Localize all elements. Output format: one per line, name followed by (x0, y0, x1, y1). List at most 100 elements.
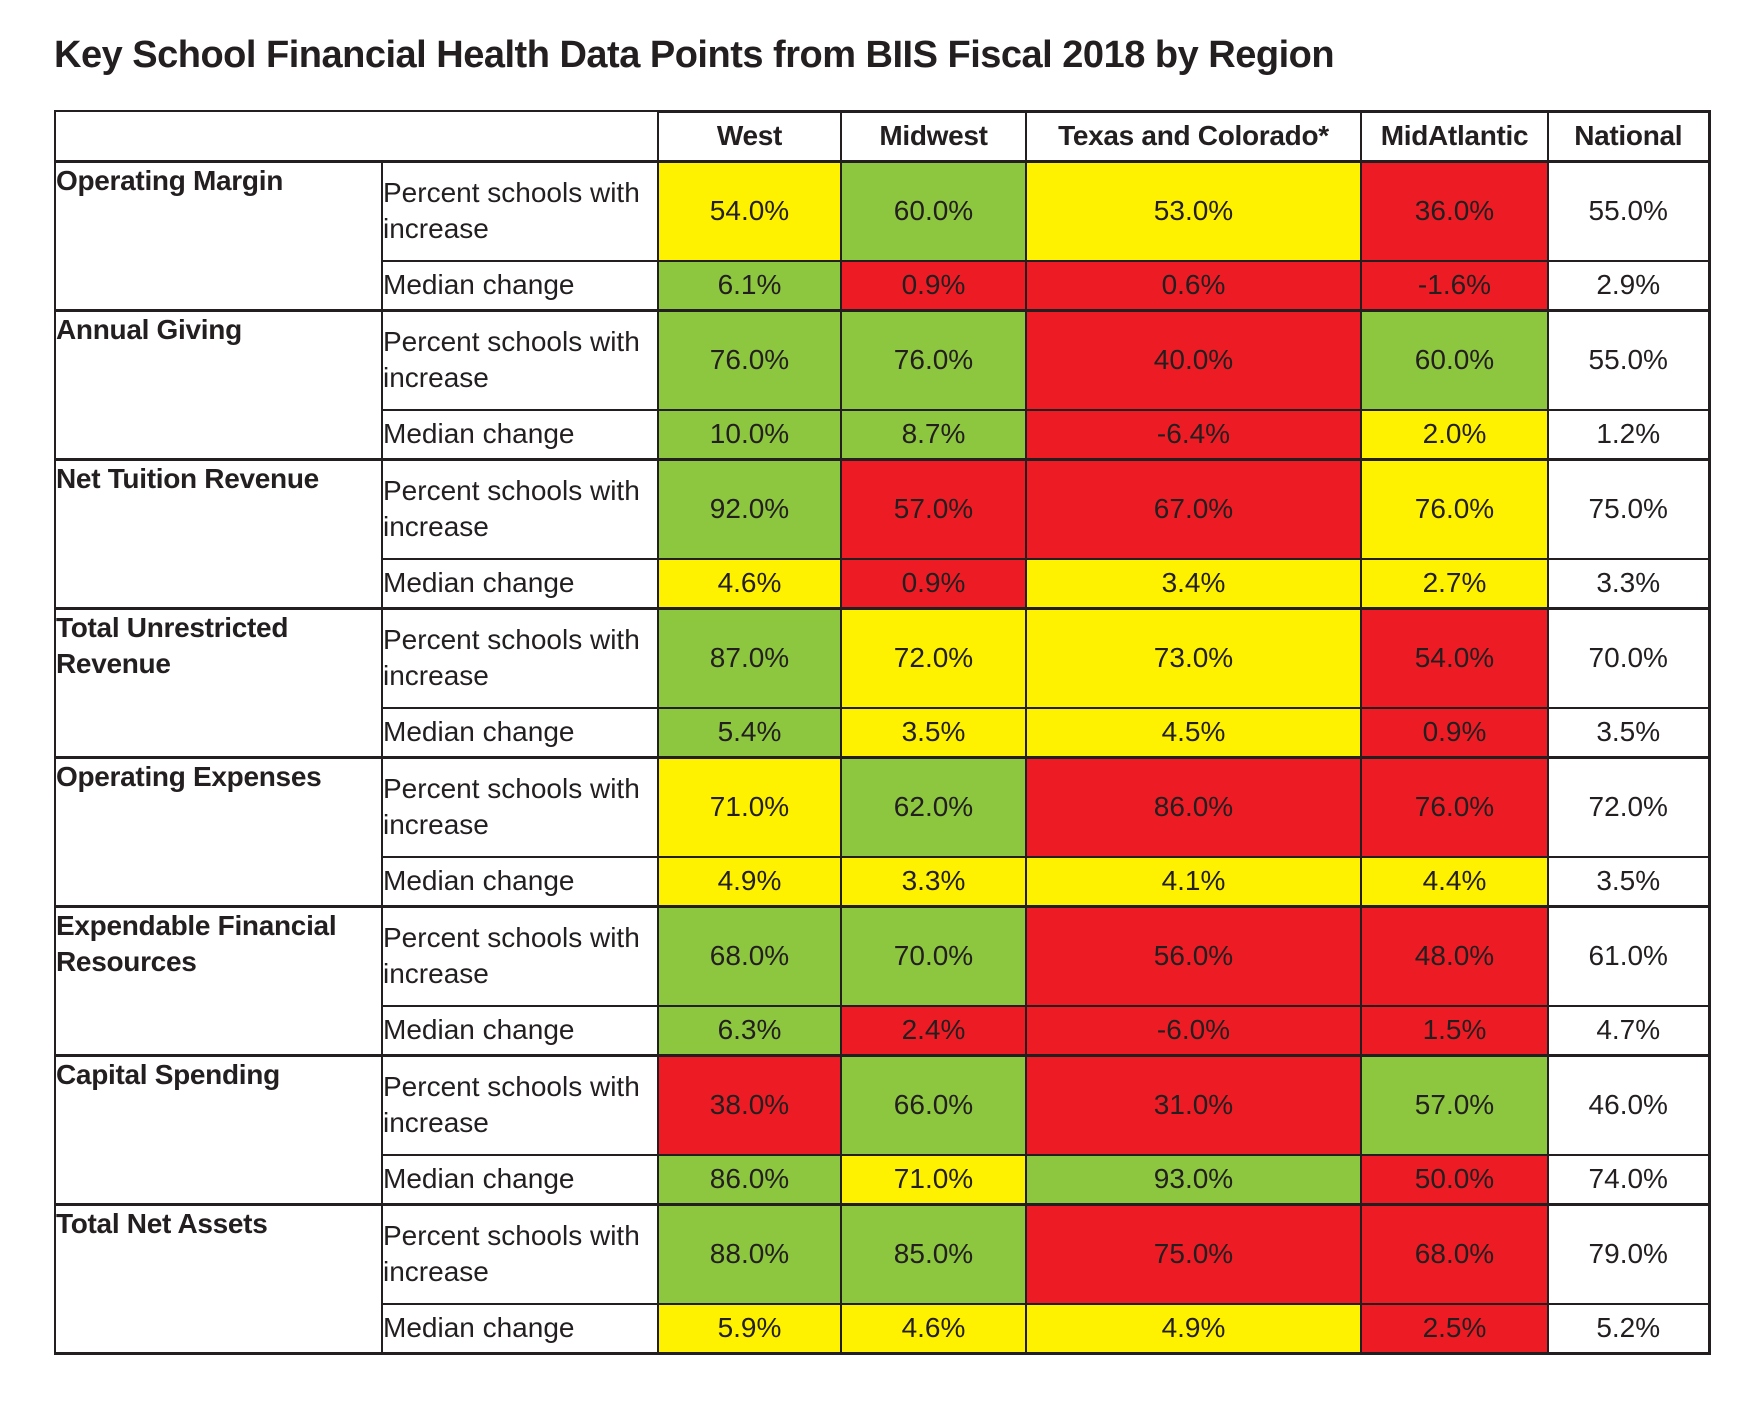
value-cell: 70.0% (1547, 606, 1711, 710)
value-cell: 36.0% (1360, 159, 1549, 263)
value-cell: 76.0% (1360, 457, 1549, 561)
table-row: Median change 10.0% 8.7% -6.4% 2.0% 1.2% (55, 409, 1711, 461)
value-cell: 66.0% (840, 1053, 1027, 1157)
value-cell: 67.0% (1025, 457, 1362, 561)
table-row: Capital Spending Percent schools with inc… (54, 1053, 1711, 1206)
value-cell: 48.0% (1360, 904, 1549, 1008)
metric-label: Median change (381, 707, 659, 759)
table-row: Annual Giving Percent schools with increa… (54, 308, 1711, 461)
column-header-west: West (657, 109, 842, 163)
metric-label: Median change (381, 558, 659, 610)
value-cell: 57.0% (1360, 1053, 1549, 1157)
table-row: Operating Margin Percent schools with inc… (54, 159, 1711, 312)
metric-label: Median change (381, 856, 659, 908)
value-cell: 68.0% (657, 904, 842, 1008)
row-category-label: Expendable Financial Resources (54, 904, 383, 1057)
value-cell: 60.0% (1360, 308, 1549, 412)
column-header-national: National (1547, 109, 1711, 163)
value-cell: 4.6% (657, 558, 842, 610)
value-cell: 60.0% (840, 159, 1027, 263)
value-cell: 53.0% (1025, 159, 1362, 263)
value-cell: 3.3% (1547, 558, 1711, 610)
value-cell: 1.5% (1360, 1005, 1549, 1057)
value-cell: 76.0% (1360, 755, 1549, 859)
value-cell: 56.0% (1025, 904, 1362, 1008)
metric-label: Percent schools with increase (381, 755, 659, 859)
value-cell: 86.0% (657, 1154, 842, 1206)
value-cell: 6.1% (657, 260, 842, 312)
value-cell: 2.0% (1360, 409, 1549, 461)
value-cell: 0.9% (840, 260, 1027, 312)
value-cell: 73.0% (1025, 606, 1362, 710)
value-cell: 68.0% (1360, 1202, 1549, 1306)
value-cell: 71.0% (840, 1154, 1027, 1206)
value-cell: 88.0% (657, 1202, 842, 1306)
value-cell: 3.4% (1025, 558, 1362, 610)
value-cell: 2.5% (1360, 1303, 1549, 1355)
table-body: Operating Margin Percent schools with inc… (54, 159, 1711, 1355)
metric-label: Median change (381, 1303, 659, 1355)
metric-label: Percent schools with increase (381, 308, 659, 412)
table-row: Total Net Assets Percent schools with inc… (54, 1202, 1711, 1355)
value-cell: 50.0% (1360, 1154, 1549, 1206)
table-row: Median change 5.9% 4.6% 4.9% 2.5% 5.2% (55, 1303, 1711, 1355)
value-cell: 38.0% (657, 1053, 842, 1157)
value-cell: 55.0% (1547, 308, 1711, 412)
value-cell: 72.0% (1547, 755, 1711, 859)
table-row: Expendable Financial Resources Percent sc… (54, 904, 1711, 1057)
value-cell: 93.0% (1025, 1154, 1362, 1206)
value-cell: 8.7% (840, 409, 1027, 461)
value-cell: 79.0% (1547, 1202, 1711, 1306)
metric-label: Median change (381, 1154, 659, 1206)
value-cell: 10.0% (657, 409, 842, 461)
value-cell: 46.0% (1547, 1053, 1711, 1157)
value-cell: 74.0% (1547, 1154, 1711, 1206)
value-cell: 4.9% (1025, 1303, 1362, 1355)
metric-label: Median change (381, 1005, 659, 1057)
value-cell: 4.5% (1025, 707, 1362, 759)
value-cell: 55.0% (1547, 159, 1711, 263)
value-cell: 3.5% (1547, 856, 1711, 908)
row-category-label: Annual Giving (54, 308, 383, 461)
metric-label: Percent schools with increase (381, 904, 659, 1008)
row-category-label: Total Unrestricted Revenue (54, 606, 383, 759)
value-cell: 2.9% (1547, 260, 1711, 312)
header-row: West Midwest Texas and Colorado* MidAtla… (54, 109, 1711, 163)
value-cell: 40.0% (1025, 308, 1362, 412)
table-row: Median change 4.9% 3.3% 4.1% 4.4% 3.5% (55, 856, 1711, 908)
value-cell: 3.5% (1547, 707, 1711, 759)
value-cell: 4.7% (1547, 1005, 1711, 1057)
column-header-midwest: Midwest (840, 109, 1027, 163)
column-header-midatlantic: MidAtlantic (1360, 109, 1549, 163)
page-title: Key School Financial Health Data Points … (54, 34, 1335, 76)
value-cell: 72.0% (840, 606, 1027, 710)
row-category-label: Total Net Assets (54, 1202, 383, 1355)
table-row: Median change 6.3% 2.4% -6.0% 1.5% 4.7% (55, 1005, 1711, 1057)
metric-label: Median change (381, 260, 659, 312)
value-cell: 62.0% (840, 755, 1027, 859)
value-cell: 57.0% (840, 457, 1027, 561)
value-cell: 6.3% (657, 1005, 842, 1057)
row-category-label: Capital Spending (54, 1053, 383, 1206)
value-cell: 5.2% (1547, 1303, 1711, 1355)
table-row: Median change 6.1% 0.9% 0.6% -1.6% 2.9% (55, 260, 1711, 312)
metric-label: Percent schools with increase (381, 1053, 659, 1157)
value-cell: 4.6% (840, 1303, 1027, 1355)
column-header-texas-colorado: Texas and Colorado* (1025, 109, 1362, 163)
value-cell: 54.0% (657, 159, 842, 263)
value-cell: 31.0% (1025, 1053, 1362, 1157)
value-cell: 70.0% (840, 904, 1027, 1008)
row-category-label: Operating Margin (54, 159, 383, 312)
table-row: Median change 4.6% 0.9% 3.4% 2.7% 3.3% (55, 558, 1711, 610)
value-cell: 54.0% (1360, 606, 1549, 710)
table-row: Operating Expenses Percent schools with i… (54, 755, 1711, 908)
value-cell: -1.6% (1360, 260, 1549, 312)
table-row: Total Unrestricted Revenue Percent school… (54, 606, 1711, 759)
value-cell: 5.9% (657, 1303, 842, 1355)
value-cell: -6.4% (1025, 409, 1362, 461)
value-cell: 5.4% (657, 707, 842, 759)
value-cell: 1.2% (1547, 409, 1711, 461)
value-cell: 0.9% (1360, 707, 1549, 759)
value-cell: 92.0% (657, 457, 842, 561)
value-cell: 3.5% (840, 707, 1027, 759)
